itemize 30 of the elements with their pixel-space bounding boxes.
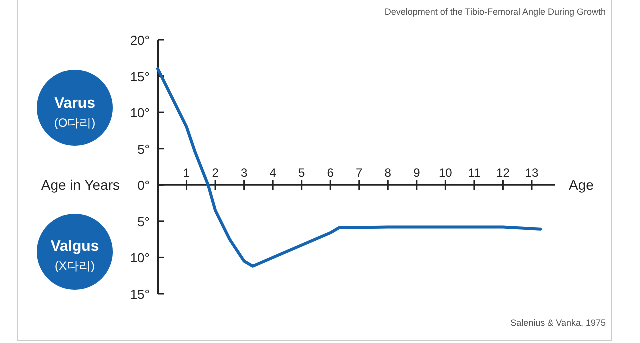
- x-tick-label: 2: [212, 166, 220, 180]
- x-tick-label: 11: [468, 166, 481, 180]
- y-tick-label: 15°: [130, 69, 150, 84]
- text: Age in Years: [41, 177, 120, 194]
- x-axis-title: Age: [569, 177, 594, 194]
- y-tick-label: 5°: [138, 142, 150, 157]
- x-tick-label: 6: [327, 166, 334, 180]
- y-tick-label: 15°: [130, 287, 150, 302]
- x-tick-label: 8: [384, 166, 392, 180]
- chart-title: Development of the Tibio-Femoral Angle During Growth: [384, 7, 606, 17]
- line-series: [156, 68, 542, 268]
- x-tick-label: 7: [356, 166, 364, 180]
- x-tick-label: 1: [183, 166, 190, 180]
- x-tick-label: 12: [496, 166, 510, 180]
- x-tick-label: 5: [298, 166, 306, 180]
- y-tick-label: 20°: [130, 33, 150, 48]
- x-tick-label: 9: [414, 166, 421, 180]
- text: (X다리): [55, 259, 95, 273]
- text: Varus: [54, 95, 96, 112]
- text: (O다리): [54, 116, 96, 130]
- y-tick-label: 5°: [138, 214, 150, 230]
- y-tick-label: 0°: [138, 178, 150, 194]
- y-tick-label: 10°: [130, 250, 150, 266]
- x-tick-label: 4: [270, 166, 277, 180]
- x-tick-label: 10: [439, 166, 453, 180]
- x-tick-label: 13: [525, 166, 539, 180]
- x-tick-label: 3: [240, 166, 248, 180]
- y-tick-label: 10°: [130, 106, 150, 121]
- text: Valgus: [50, 238, 100, 255]
- text: Salenius & Vanka, 1975: [510, 318, 606, 328]
